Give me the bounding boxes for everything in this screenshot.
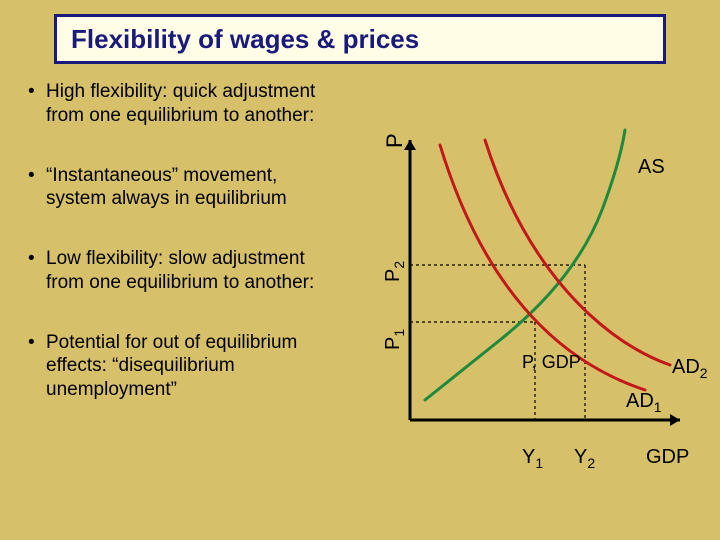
slide: Flexibility of wages & prices High flexi… — [0, 0, 720, 540]
bullet-item: “Instantaneous” movement, system always … — [28, 164, 338, 212]
chart-label-gdp: GDP — [646, 446, 689, 469]
chart-label-p2: P2 — [382, 261, 407, 282]
bullet-item: Potential for out of equilibrium effects… — [28, 331, 338, 402]
chart-label-p1: P1 — [382, 329, 407, 350]
slide-title: Flexibility of wages & prices — [71, 24, 419, 55]
title-box: Flexibility of wages & prices — [54, 14, 666, 64]
bullet-item: Low flexibility: slow adjustment from on… — [28, 247, 338, 295]
chart-label-p: P — [382, 133, 408, 148]
chart-label-as: AS — [638, 156, 665, 179]
chart-label-y2: Y2 — [574, 446, 595, 471]
chart-label-pgdp: P, GDP — [522, 352, 581, 373]
as-ad-chart: PP2P1ASP, GDPAD1AD2Y1Y2GDP — [370, 90, 700, 450]
bullet-item: High flexibility: quick adjustment from … — [28, 80, 338, 128]
chart-label-ad2: AD2 — [672, 356, 708, 381]
chart-label-y1: Y1 — [522, 446, 543, 471]
chart-label-ad1: AD1 — [626, 390, 662, 415]
bullet-list: High flexibility: quick adjustment from … — [28, 80, 338, 402]
